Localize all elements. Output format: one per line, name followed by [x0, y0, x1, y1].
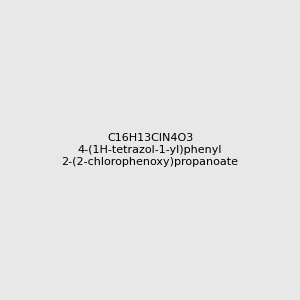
- Text: C16H13ClN4O3
4-(1H-tetrazol-1-yl)phenyl
2-(2-chlorophenoxy)propanoate: C16H13ClN4O3 4-(1H-tetrazol-1-yl)phenyl …: [61, 134, 239, 166]
